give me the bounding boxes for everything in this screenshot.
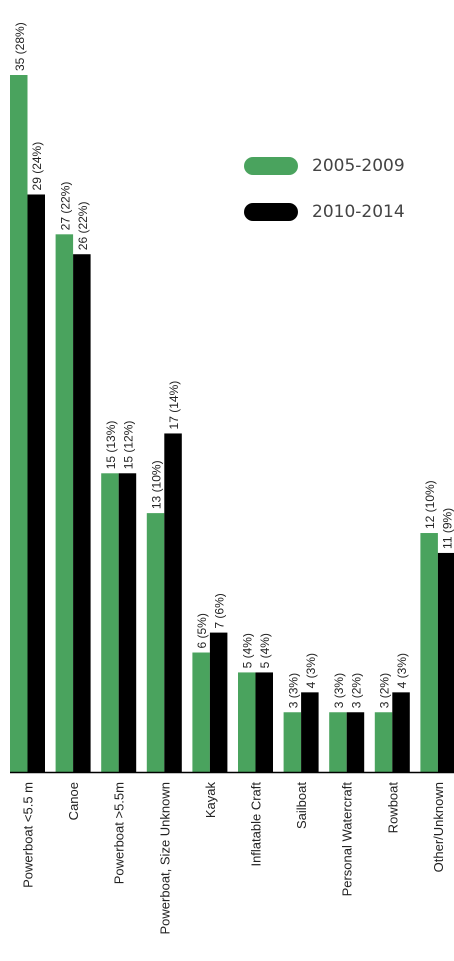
legend-label-series-2: 2010-2014 [312,202,405,222]
bar-2-5 [209,632,228,772]
data-label-1-5: 6 (5%) [195,613,209,648]
category-label-5: Kayak [203,782,218,819]
data-label-2-6: 5 (4%) [258,633,272,668]
bar-2-1 [27,194,45,772]
bar-1-5 [192,652,210,772]
category-label-10: Other/Unknown [431,782,446,872]
bar-1-4 [146,513,165,772]
data-label-2-2: 26 (22%) [76,202,90,251]
data-label-2-8: 3 (2%) [349,673,363,708]
legend-item-series-1: 2005-2009 [244,155,405,177]
data-label-1-4: 13 (10%) [150,460,164,509]
data-label-2-1: 29 (24%) [30,142,44,191]
data-label-1-9: 3 (2%) [378,673,392,708]
data-label-2-5: 7 (6%) [213,593,227,628]
legend-item-series-2: 2010-2014 [244,201,405,223]
data-label-1-3: 15 (13%) [104,421,118,470]
bar-1-10 [420,533,438,772]
bar-2-2 [73,254,91,772]
bar-1-8 [329,712,347,772]
category-label-8: Personal Watercraft [340,782,355,897]
legend-label-series-1: 2005-2009 [312,156,405,176]
bar-1-2 [55,234,74,773]
bar-2-6 [255,672,273,772]
category-label-2: Canoe [66,782,81,820]
data-label-1-10: 12 (10%) [423,480,437,529]
legend-swatch-series-1 [244,157,298,175]
bar-2-3 [118,473,137,772]
data-label-1-2: 27 (22%) [58,182,72,231]
data-label-1-7: 3 (3%) [286,673,300,708]
bar-1-9 [374,712,393,772]
bar-2-7 [301,692,319,772]
category-label-6: Inflatable Craft [249,782,264,867]
bar-2-10 [437,552,454,772]
bar-1-3 [101,473,119,772]
data-label-1-1: 35 (28%) [13,22,27,71]
category-label-7: Sailboat [294,782,309,829]
category-label-1: Powerboat <5.5 m [21,782,36,888]
bar-2-9 [392,692,410,772]
bar-1-1 [10,75,28,772]
data-label-1-8: 3 (3%) [332,673,346,708]
data-label-2-7: 4 (3%) [304,653,318,688]
bar-2-8 [346,712,365,772]
category-label-3: Powerboat >5.5m [112,782,127,884]
category-label-9: Rowboat [385,782,400,834]
category-label-4: Powerboat, Size Unknown [157,782,172,934]
data-label-2-4: 17 (14%) [167,381,181,430]
data-label-1-6: 5 (4%) [241,633,255,668]
data-label-2-10: 11 (9%) [441,508,454,549]
bar-1-6 [238,672,256,772]
data-label-2-9: 4 (3%) [395,653,409,688]
bar-2-4 [164,433,182,772]
bar-1-7 [283,712,302,772]
legend-swatch-series-2 [244,203,298,221]
data-label-2-3: 15 (12%) [121,421,135,470]
